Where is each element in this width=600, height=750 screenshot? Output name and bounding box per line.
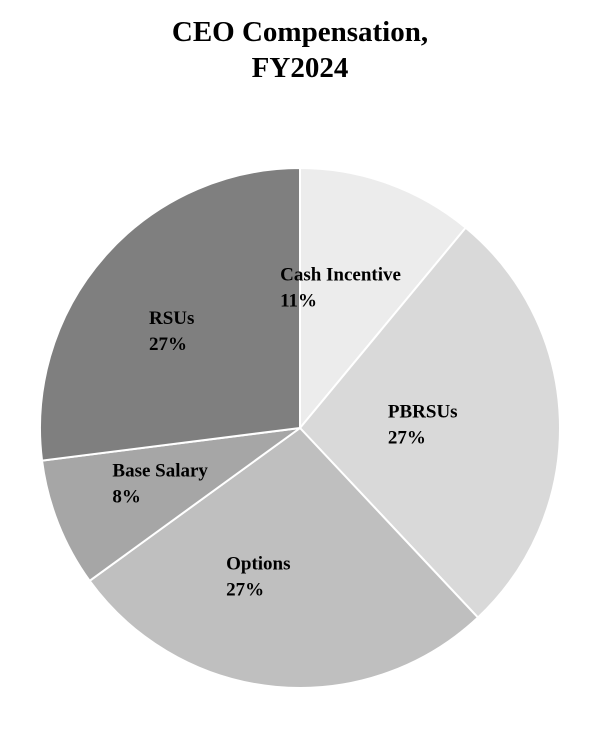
chart-title-line-1: CEO Compensation, — [171, 16, 429, 48]
pie-slice-base-salary — [40, 427, 301, 583]
slice-value-options: 27% — [226, 579, 264, 600]
slice-value-rsus: 27% — [149, 334, 187, 355]
pie-slices — [39, 166, 561, 689]
pie-labels: Cash Incentive 11% PBRSUs 27% Options 27% Base… — [112, 265, 457, 601]
pie-slice-rsus — [39, 166, 301, 462]
slice-value-base-salary: 8% — [112, 487, 140, 508]
slice-label-cash-incentive: Cash Incentive — [280, 265, 401, 286]
slice-label-base-salary: Base Salary — [112, 461, 208, 482]
slice-value-cash-incentive: 11% — [280, 291, 317, 312]
chart-title-line-2: FY2024 — [251, 52, 349, 84]
pie-slice-cash-incentive — [299, 166, 468, 431]
slice-label-pbrsus: PBRSUs — [388, 401, 458, 422]
slice-label-options: Options — [226, 553, 290, 574]
slice-value-pbrsus: 27% — [388, 427, 426, 448]
pie-slice-pbrsus — [298, 226, 561, 619]
pie-slice-options — [88, 426, 480, 689]
slice-label-rsus: RSUs — [149, 308, 194, 329]
chart-title: CEO Compensation, FY2024 — [0, 14, 600, 86]
